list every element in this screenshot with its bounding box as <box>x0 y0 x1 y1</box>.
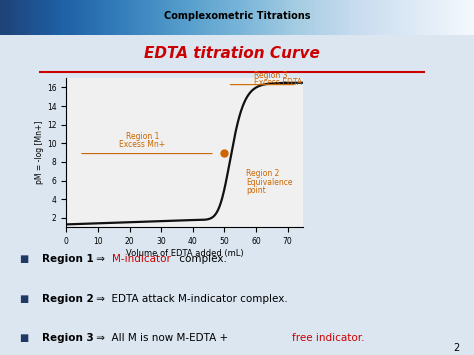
Text: EDTA titration Curve: EDTA titration Curve <box>144 46 320 61</box>
Text: ■: ■ <box>19 294 28 304</box>
Text: Region 1: Region 1 <box>42 254 93 264</box>
Text: M-indicator: M-indicator <box>112 254 171 264</box>
Text: point: point <box>246 186 266 195</box>
Text: Complexometric Titrations: Complexometric Titrations <box>164 11 310 21</box>
Text: 2: 2 <box>454 343 460 354</box>
Text: Region 1: Region 1 <box>126 132 159 141</box>
Text: Region 2: Region 2 <box>246 169 280 179</box>
Y-axis label: pM = -log [Mn+]: pM = -log [Mn+] <box>35 121 44 184</box>
X-axis label: Volume of EDTA added (mL): Volume of EDTA added (mL) <box>126 249 244 258</box>
Text: ⇒  All M is now M-EDTA +: ⇒ All M is now M-EDTA + <box>93 333 231 343</box>
Text: ■: ■ <box>19 333 28 343</box>
Text: ⇒  EDTA attack M-indicator complex.: ⇒ EDTA attack M-indicator complex. <box>93 294 288 304</box>
Text: free indicator.: free indicator. <box>292 333 365 343</box>
Text: Region 2: Region 2 <box>42 294 93 304</box>
Text: Excess Mn+: Excess Mn+ <box>119 140 165 149</box>
Text: ■: ■ <box>19 254 28 264</box>
Text: Region 3: Region 3 <box>42 333 93 343</box>
Text: ⇒: ⇒ <box>93 254 108 264</box>
Text: Excess EDTA: Excess EDTA <box>254 78 302 87</box>
Text: Region 3: Region 3 <box>254 71 287 80</box>
Text: Equivalence: Equivalence <box>246 178 293 187</box>
Text: complex.: complex. <box>176 254 227 264</box>
